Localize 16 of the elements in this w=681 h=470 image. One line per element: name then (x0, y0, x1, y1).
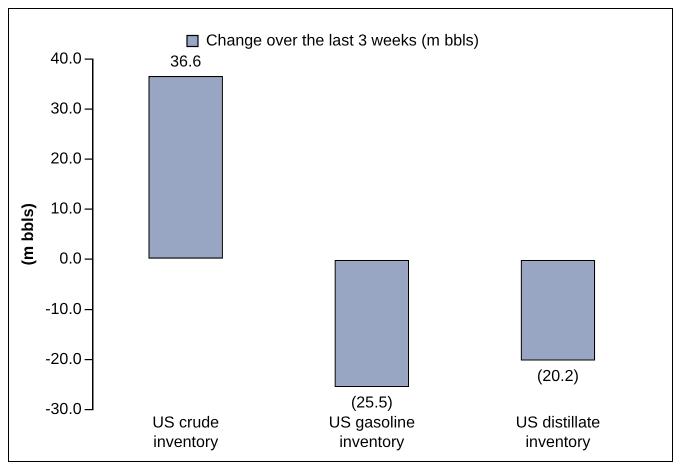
y-tick-label: -20.0 (45, 350, 82, 368)
y-tick-label: 30.0 (50, 100, 82, 118)
x-tick-label: US gasoline inventory (328, 414, 416, 451)
y-tick-label: 0.0 (59, 250, 82, 268)
legend-label: Change over the last 3 weeks (m bbls) (206, 32, 480, 50)
x-tick-label: US crude inventory (152, 414, 220, 451)
y-tick-label: -30.0 (45, 401, 82, 418)
data-label: (25.5) (350, 394, 393, 412)
y-tick-label: 40.0 (50, 50, 82, 68)
y-tick-label: 20.0 (50, 150, 82, 168)
data-label: 36.6 (170, 53, 202, 70)
data-label: (20.2) (537, 368, 579, 385)
y-tick-label: 10.0 (50, 200, 82, 218)
y-tick-label: -10.0 (45, 300, 82, 318)
x-tick-label: US distillate inventory (516, 414, 600, 451)
y-axis-title: (m bbls) (20, 203, 38, 266)
